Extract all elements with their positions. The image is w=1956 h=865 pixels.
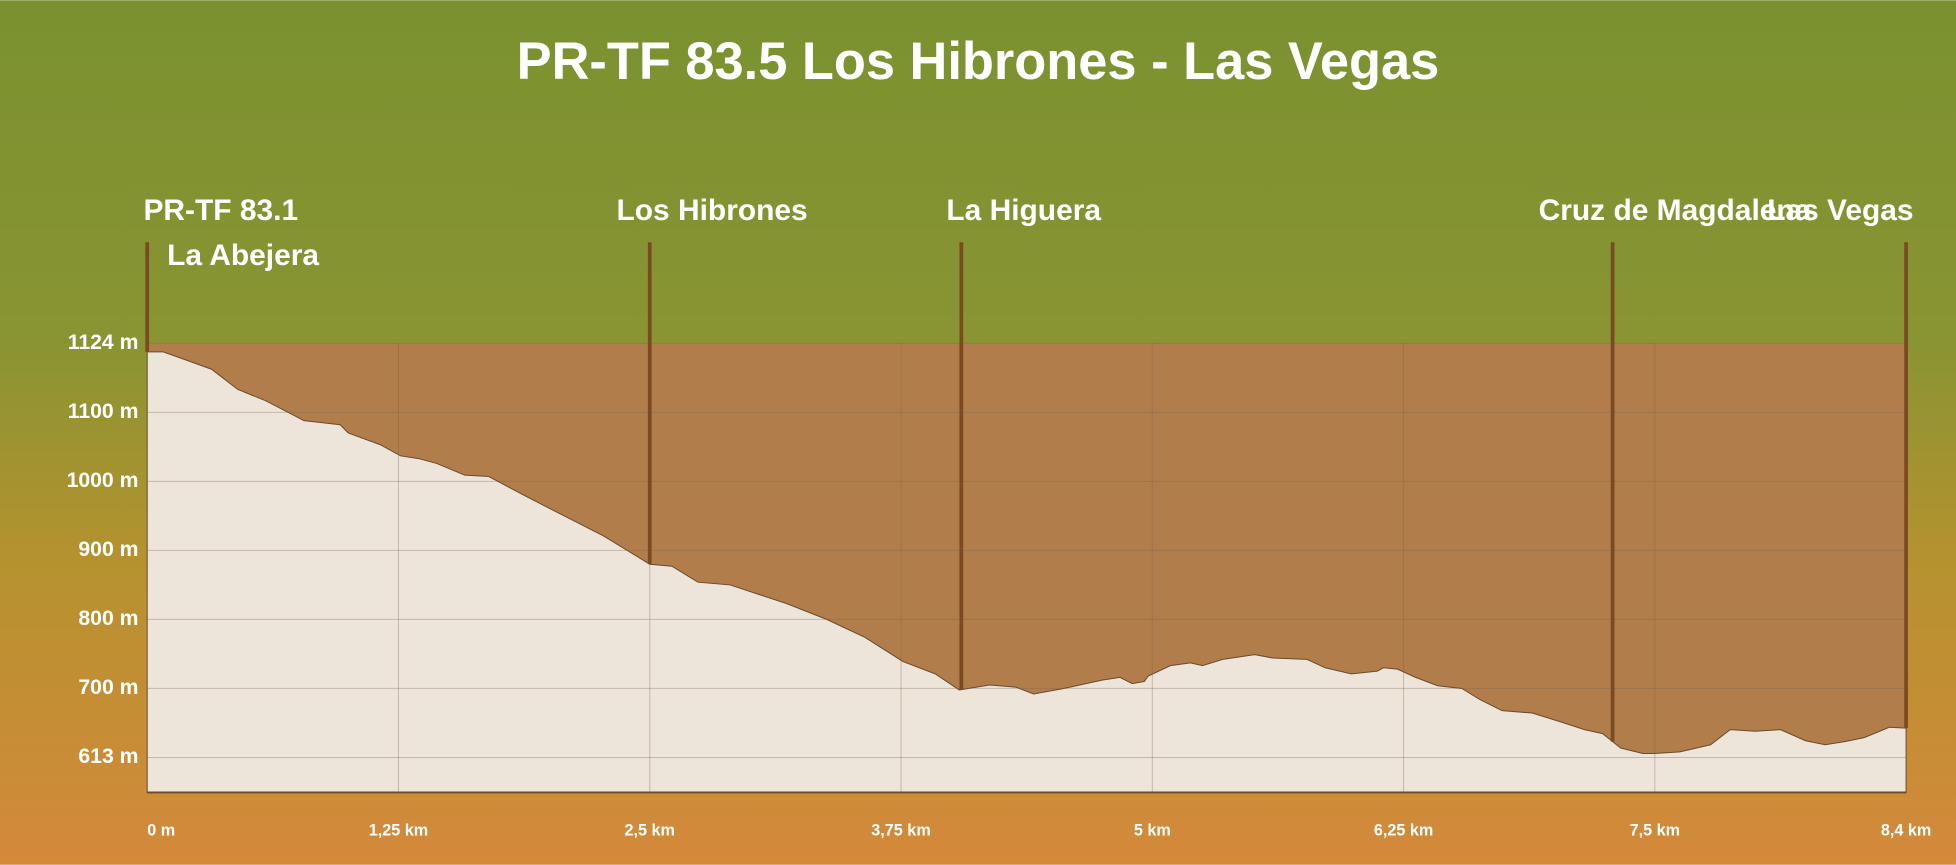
elevation-area	[146, 351, 1907, 793]
y-tick-label: 1000 m	[67, 469, 139, 492]
y-tick-label: 613 m	[78, 745, 138, 768]
y-tick-label: 900 m	[78, 538, 138, 561]
y-tick-label: 1124 m	[68, 331, 139, 354]
x-tick-label: 5 km	[1134, 821, 1171, 839]
waypoint-label: La Higuera	[946, 194, 1101, 227]
chart-title: PR-TF 83.5 Los Hibrones - Las Vegas	[517, 33, 1440, 91]
x-tick-label: 3,75 km	[871, 821, 930, 839]
waypoint-label: Las Vegas	[1767, 194, 1913, 227]
x-tick-label: 2,5 km	[625, 821, 675, 839]
y-tick-label: 800 m	[78, 607, 138, 630]
x-tick-label: 6,25 km	[1374, 821, 1433, 839]
x-tick-label: 8,4 km	[1881, 821, 1931, 839]
x-tick-label: 0 m	[147, 821, 175, 839]
y-tick-label: 700 m	[78, 676, 138, 699]
waypoint-label: Los Hibrones	[617, 194, 808, 227]
x-tick-label: 7,5 km	[1630, 821, 1680, 839]
waypoint-label: PR-TF 83.1	[143, 194, 298, 227]
waypoint-label: Cruz de Magdalena	[1539, 194, 1812, 227]
waypoint-label: La Abejera	[167, 239, 319, 272]
y-tick-label: 1100 m	[68, 400, 139, 423]
x-tick-label: 1,25 km	[369, 821, 428, 839]
